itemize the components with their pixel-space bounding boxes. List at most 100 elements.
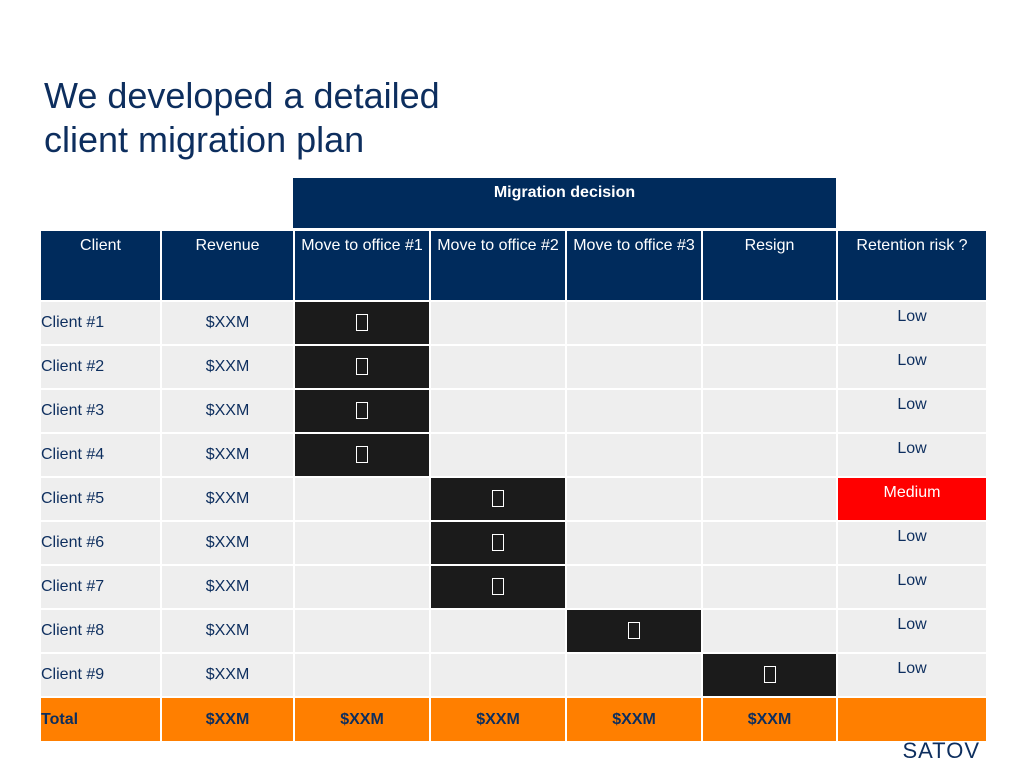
checkbox-icon xyxy=(492,490,504,508)
total-office-1: $XXM xyxy=(293,696,431,743)
checkbox-icon xyxy=(492,534,504,552)
decision-cell xyxy=(429,432,567,478)
checkbox-icon xyxy=(356,358,368,376)
decision-cell xyxy=(565,476,703,522)
decision-cell xyxy=(565,608,703,654)
decision-cell xyxy=(701,344,838,390)
decision-cell xyxy=(701,388,838,434)
column-header-office-3: Move to office #3 xyxy=(565,229,703,302)
decision-cell xyxy=(293,652,431,698)
decision-cell xyxy=(293,608,431,654)
retention-risk-cell: Low xyxy=(836,300,988,346)
client-name-cell: Client #7 xyxy=(39,564,162,610)
decision-cell xyxy=(565,432,703,478)
decision-cell xyxy=(293,300,431,346)
decision-cell xyxy=(701,520,838,566)
table-header-row: Client Revenue Move to office #1 Move to… xyxy=(39,229,988,302)
decision-cell xyxy=(429,388,567,434)
checkbox-icon xyxy=(628,622,640,640)
company-logo: SATOV xyxy=(902,738,980,763)
decision-cell xyxy=(429,564,567,610)
migration-decision-header: Migration decision xyxy=(293,178,836,228)
column-header-client: Client xyxy=(39,229,162,302)
total-row: Total $XXM $XXM $XXM $XXM $XXM xyxy=(39,696,988,743)
column-header-office-2: Move to office #2 xyxy=(429,229,567,302)
client-name-cell: Client #6 xyxy=(39,520,162,566)
retention-risk-cell: Low xyxy=(836,432,988,478)
table-row: Client #5 $XXM Medium xyxy=(39,476,988,522)
total-risk-empty xyxy=(836,696,988,743)
decision-cell xyxy=(429,476,567,522)
migration-plan-table: Client Revenue Move to office #1 Move to… xyxy=(39,229,988,743)
decision-cell xyxy=(701,608,838,654)
decision-cell xyxy=(565,564,703,610)
decision-cell xyxy=(429,300,567,346)
decision-cell xyxy=(701,652,838,698)
column-header-revenue: Revenue xyxy=(160,229,295,302)
total-resign: $XXM xyxy=(701,696,838,743)
decision-cell xyxy=(565,300,703,346)
decision-cell xyxy=(293,564,431,610)
column-header-office-1: Move to office #1 xyxy=(293,229,431,302)
decision-cell xyxy=(701,432,838,478)
revenue-cell: $XXM xyxy=(160,476,295,522)
retention-risk-cell: Low xyxy=(836,388,988,434)
decision-cell xyxy=(429,344,567,390)
revenue-cell: $XXM xyxy=(160,344,295,390)
total-office-3: $XXM xyxy=(565,696,703,743)
retention-risk-cell: Low xyxy=(836,652,988,698)
checkbox-icon xyxy=(763,666,776,684)
table-row: Client #7 $XXM Low xyxy=(39,564,988,610)
decision-cell xyxy=(429,608,567,654)
table-row: Client #2 $XXM Low xyxy=(39,344,988,390)
decision-cell xyxy=(429,520,567,566)
retention-risk-cell: Medium xyxy=(836,476,988,522)
revenue-cell: $XXM xyxy=(160,300,295,346)
client-name-cell: Client #8 xyxy=(39,608,162,654)
page-title: We developed a detailed client migration… xyxy=(44,74,664,162)
decision-cell xyxy=(701,476,838,522)
decision-cell xyxy=(565,652,703,698)
table-row: Client #1 $XXM Low xyxy=(39,300,988,346)
column-header-resign: Resign xyxy=(701,229,838,302)
total-label: Total xyxy=(39,696,162,743)
column-header-retention-risk: Retention risk ? xyxy=(836,229,988,302)
client-name-cell: Client #9 xyxy=(39,652,162,698)
checkbox-icon xyxy=(356,446,368,464)
title-line-1: We developed a detailed xyxy=(44,75,440,116)
table-row: Client #8 $XXM Low xyxy=(39,608,988,654)
revenue-cell: $XXM xyxy=(160,520,295,566)
table-row: Client #4 $XXM Low xyxy=(39,432,988,478)
table-row: Client #3 $XXM Low xyxy=(39,388,988,434)
decision-cell xyxy=(701,564,838,610)
client-name-cell: Client #4 xyxy=(39,432,162,478)
client-name-cell: Client #2 xyxy=(39,344,162,390)
revenue-cell: $XXM xyxy=(160,388,295,434)
decision-cell xyxy=(293,520,431,566)
decision-cell xyxy=(293,432,431,478)
checkbox-icon xyxy=(356,314,368,332)
checkbox-icon xyxy=(492,578,504,596)
decision-cell xyxy=(701,300,838,346)
client-name-cell: Client #5 xyxy=(39,476,162,522)
decision-cell xyxy=(565,388,703,434)
revenue-cell: $XXM xyxy=(160,432,295,478)
total-office-2: $XXM xyxy=(429,696,567,743)
client-name-cell: Client #1 xyxy=(39,300,162,346)
revenue-cell: $XXM xyxy=(160,652,295,698)
total-revenue: $XXM xyxy=(160,696,295,743)
checkbox-icon xyxy=(356,402,368,420)
table-row: Client #6 $XXM Low xyxy=(39,520,988,566)
retention-risk-cell: Low xyxy=(836,344,988,390)
revenue-cell: $XXM xyxy=(160,608,295,654)
client-name-cell: Client #3 xyxy=(39,388,162,434)
table-row: Client #9 $XXM Low xyxy=(39,652,988,698)
table-body: Client #1 $XXM Low Client #2 $XXM Low Client #… xyxy=(39,300,988,698)
retention-risk-cell: Low xyxy=(836,564,988,610)
retention-risk-cell: Low xyxy=(836,520,988,566)
decision-cell xyxy=(293,344,431,390)
title-line-2: client migration plan xyxy=(44,119,365,160)
retention-risk-cell: Low xyxy=(836,608,988,654)
decision-cell xyxy=(293,476,431,522)
